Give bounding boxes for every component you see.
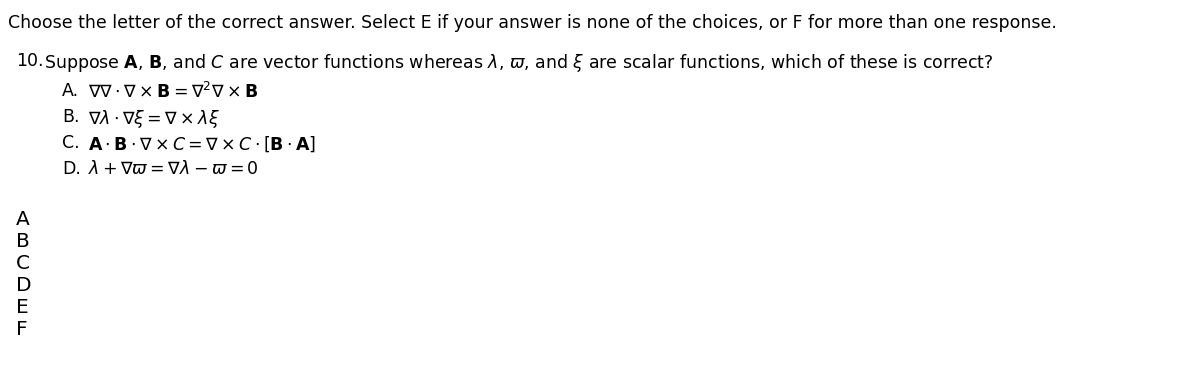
Text: D: D [16,276,31,295]
Text: $\nabla\nabla \cdot \nabla \times \mathbf{B} = \nabla^2\nabla \times \mathbf{B}$: $\nabla\nabla \cdot \nabla \times \mathb… [88,82,258,102]
Text: F: F [16,320,28,339]
Text: C.: C. [62,134,79,152]
Text: 10.: 10. [16,52,43,70]
Text: B.: B. [62,108,79,126]
Text: Choose the letter of the correct answer. Select E if your answer is none of the : Choose the letter of the correct answer.… [8,14,1057,32]
Text: A.: A. [62,82,79,100]
Text: D.: D. [62,160,80,178]
Text: Suppose $\mathbf{A}$, $\mathbf{B}$, and $C$ are vector functions whereas $\lambd: Suppose $\mathbf{A}$, $\mathbf{B}$, and … [44,52,994,74]
Text: $\mathbf{A} \cdot \mathbf{B} \cdot \nabla \times C = \nabla \times C \cdot [\mat: $\mathbf{A} \cdot \mathbf{B} \cdot \nabl… [88,134,317,153]
Text: C: C [16,254,30,273]
Text: A: A [16,210,30,229]
Text: E: E [16,298,29,317]
Text: $\lambda + \nabla\varpi = \nabla\lambda - \varpi = 0$: $\lambda + \nabla\varpi = \nabla\lambda … [88,160,259,178]
Text: B: B [16,232,30,251]
Text: $\nabla\lambda \cdot \nabla\xi = \nabla \times \lambda\xi$: $\nabla\lambda \cdot \nabla\xi = \nabla … [88,108,220,130]
